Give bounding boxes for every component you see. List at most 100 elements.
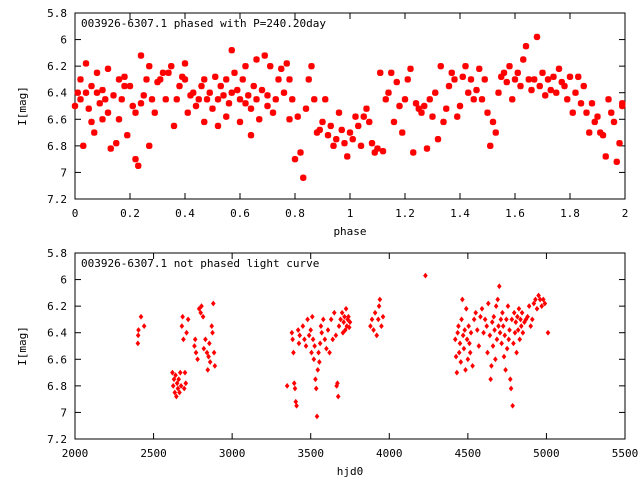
data-point xyxy=(553,89,560,96)
data-point xyxy=(372,309,378,316)
data-point xyxy=(306,332,312,339)
data-point xyxy=(380,313,386,320)
data-point xyxy=(547,86,554,94)
data-point xyxy=(531,76,538,83)
data-point xyxy=(404,76,411,83)
data-point xyxy=(315,367,321,373)
data-point xyxy=(322,336,328,343)
data-point xyxy=(594,113,601,120)
data-point xyxy=(426,96,433,103)
data-point xyxy=(487,142,494,150)
data-point xyxy=(357,142,365,150)
data-point xyxy=(294,113,301,120)
data-point xyxy=(203,336,208,343)
data-point xyxy=(275,76,282,83)
data-point xyxy=(371,149,378,156)
data-point xyxy=(379,147,387,155)
data-point xyxy=(388,69,395,76)
data-point xyxy=(515,327,521,333)
data-point xyxy=(616,140,623,147)
data-point xyxy=(514,69,521,76)
data-point xyxy=(126,82,134,90)
data-point xyxy=(377,69,384,76)
data-point xyxy=(613,158,620,165)
data-point xyxy=(77,96,84,103)
x-axis-label: phase xyxy=(333,225,366,238)
data-point xyxy=(481,329,486,336)
data-point xyxy=(459,316,464,323)
data-point xyxy=(181,60,189,67)
data-point xyxy=(542,300,548,307)
data-point xyxy=(184,329,189,336)
data-point xyxy=(210,300,216,307)
data-point xyxy=(177,369,183,376)
data-point xyxy=(505,303,511,310)
y-tick-label: 5.8 xyxy=(47,247,67,260)
data-point xyxy=(501,353,507,360)
data-point xyxy=(207,340,212,347)
data-point xyxy=(136,327,141,333)
data-point xyxy=(421,102,428,110)
data-point xyxy=(300,323,306,329)
data-point xyxy=(333,332,339,339)
data-point xyxy=(468,329,474,336)
data-point xyxy=(309,349,314,356)
data-point xyxy=(407,65,414,72)
x-tick-label: 1.2 xyxy=(395,207,415,220)
data-point xyxy=(297,149,304,156)
data-point xyxy=(507,327,512,333)
x-tick-label: 4500 xyxy=(455,447,482,460)
data-point xyxy=(289,96,296,103)
data-point xyxy=(479,305,485,312)
data-point xyxy=(247,105,255,112)
data-point xyxy=(93,69,101,76)
data-point xyxy=(176,376,182,383)
data-point xyxy=(328,316,334,323)
data-point xyxy=(96,100,103,107)
data-point xyxy=(319,329,325,336)
data-point xyxy=(494,336,500,343)
data-point xyxy=(471,316,477,323)
x-tick-label: 5500 xyxy=(612,447,639,460)
data-point xyxy=(316,349,321,356)
data-point xyxy=(335,109,343,116)
data-point xyxy=(82,60,90,67)
y-tick-label: 7 xyxy=(60,406,67,419)
data-point xyxy=(99,116,106,123)
data-point xyxy=(253,96,260,103)
data-point xyxy=(456,323,461,329)
data-point xyxy=(212,73,219,80)
data-point xyxy=(542,92,549,99)
data-point xyxy=(401,96,409,103)
data-point xyxy=(157,76,164,83)
data-point xyxy=(544,76,552,83)
data-point xyxy=(140,92,147,99)
data-point xyxy=(296,340,302,347)
data-point xyxy=(316,126,323,134)
data-point xyxy=(564,96,571,103)
data-point xyxy=(231,69,238,76)
data-point xyxy=(540,296,546,303)
data-point xyxy=(118,96,125,103)
data-point xyxy=(175,385,181,392)
y-axis-label: I[mag] xyxy=(16,86,29,126)
data-point xyxy=(82,89,90,96)
data-point xyxy=(379,323,384,329)
data-point xyxy=(305,76,312,83)
data-point xyxy=(537,296,543,303)
data-point xyxy=(172,389,178,396)
data-point xyxy=(330,336,336,343)
data-point xyxy=(173,96,180,103)
data-point xyxy=(448,69,455,76)
data-point xyxy=(473,86,480,94)
data-point xyxy=(412,100,420,107)
data-point xyxy=(195,356,200,363)
data-point xyxy=(267,62,274,70)
data-point xyxy=(347,319,353,325)
chart-title: 003926-6307.1 not phased light curve xyxy=(81,257,319,270)
data-point xyxy=(440,118,447,126)
data-point xyxy=(239,76,246,83)
data-point xyxy=(495,89,502,96)
data-point xyxy=(580,82,587,90)
